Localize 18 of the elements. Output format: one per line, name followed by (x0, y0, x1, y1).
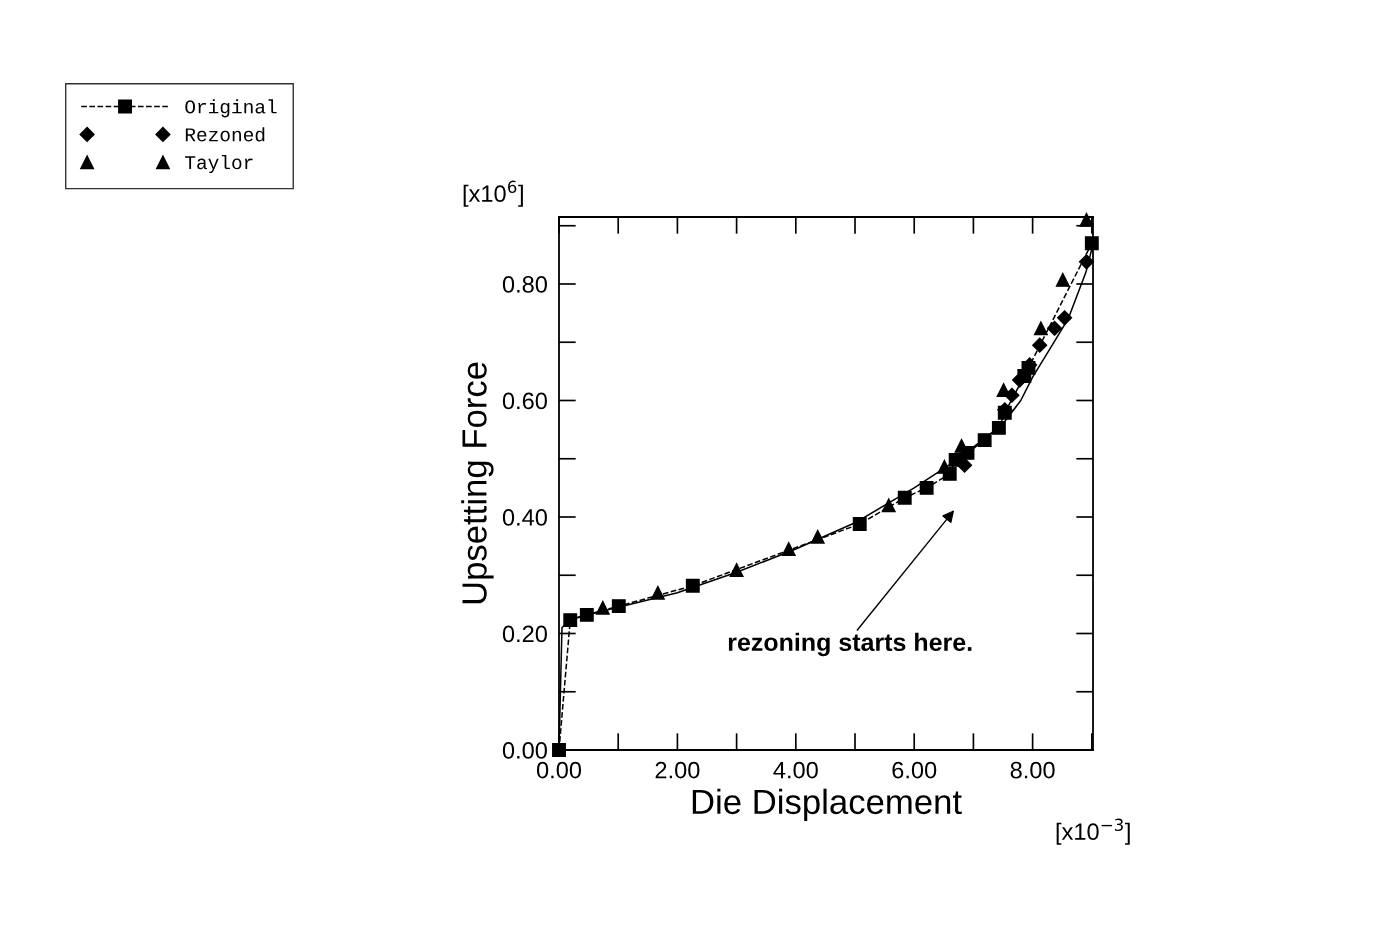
annotation: rezoning starts here. (728, 632, 972, 657)
x-tick-label: 6.00 (892, 761, 937, 779)
y-axis-title: Upsetting Force (461, 362, 494, 604)
y-tick-label: 0.60 (502, 392, 547, 410)
text: [x10$^{6}$] (463, 180, 523, 207)
x-axis-title: Die Displacement (692, 788, 962, 822)
y-tick-label: 0.00 (502, 742, 547, 759)
x-tick-label: 4.00 (773, 761, 818, 779)
x-tick-label: 2.00 (655, 761, 700, 779)
y-tick-label: 0.80 (502, 276, 547, 293)
x-tick-label: 0.00 (536, 761, 582, 779)
legend-label: Rezoned (185, 127, 265, 142)
legend-label: Original (185, 99, 277, 118)
y-tick-label: 0.40 (502, 509, 547, 526)
y-tick-label: 0.20 (502, 625, 547, 643)
x-tick-label: 8.00 (1010, 761, 1055, 779)
text: [x10$^{−3}$] (1056, 818, 1130, 845)
legend-label: Taylor (185, 154, 253, 174)
